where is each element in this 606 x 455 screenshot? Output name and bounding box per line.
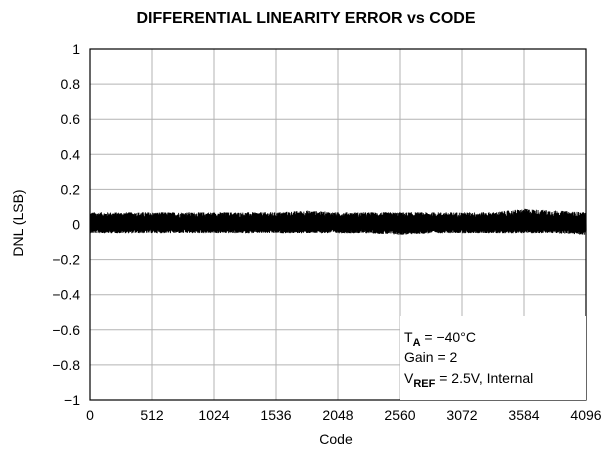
x-tick-label: 2560 (384, 407, 415, 423)
y-tick-label: 1 (72, 41, 80, 57)
x-tick-label: 4096 (570, 407, 601, 423)
grid-lines (89, 48, 587, 401)
annotation-gain: Gain = 2 (404, 349, 458, 365)
x-tick-label: 0 (86, 407, 94, 423)
annotation-vref: VREF = 2.5V, Internal (404, 370, 533, 390)
y-tick-label: 0.2 (61, 181, 81, 197)
y-tick-label: 0.4 (61, 146, 81, 162)
y-tick-label: −0.2 (52, 252, 80, 268)
dnl-series-line (89, 208, 587, 235)
x-tick-label: 3584 (508, 407, 539, 423)
x-tick-label: 512 (140, 407, 164, 423)
x-tick-label: 1024 (198, 407, 229, 423)
annotation-temperature: TA = −40°C (404, 329, 476, 349)
y-tick-label: −0.6 (52, 322, 80, 338)
y-tick-label: 0.8 (61, 76, 81, 92)
annotation-background (400, 316, 586, 400)
plot-frame (89, 48, 587, 401)
y-tick-label: 0.6 (61, 111, 81, 127)
y-tick-label: −0.8 (52, 357, 80, 373)
y-tick-label: 0 (72, 217, 80, 233)
x-tick-label: 2048 (322, 407, 353, 423)
conditions-annotation: TA = −40°C Gain = 2 VREF = 2.5V, Interna… (400, 316, 586, 400)
chart-title: DIFFERENTIAL LINEARITY ERROR vs CODE (137, 10, 476, 27)
y-tick-label: −0.4 (52, 287, 80, 303)
data-series (89, 208, 587, 235)
y-axis-label: DNL (LSB) (10, 189, 26, 256)
x-tick-label: 1536 (260, 407, 291, 423)
y-tick-labels: 1 0.8 0.6 0.4 0.2 0 −0.2 −0.4 −0.6 −0.8 −1 (52, 41, 80, 408)
x-tick-labels: 0 512 1024 1536 2048 2560 3072 3584 4096 (86, 407, 602, 423)
y-tick-label: −1 (64, 392, 80, 408)
x-axis-label: Code (319, 431, 353, 447)
x-tick-label: 3072 (446, 407, 477, 423)
